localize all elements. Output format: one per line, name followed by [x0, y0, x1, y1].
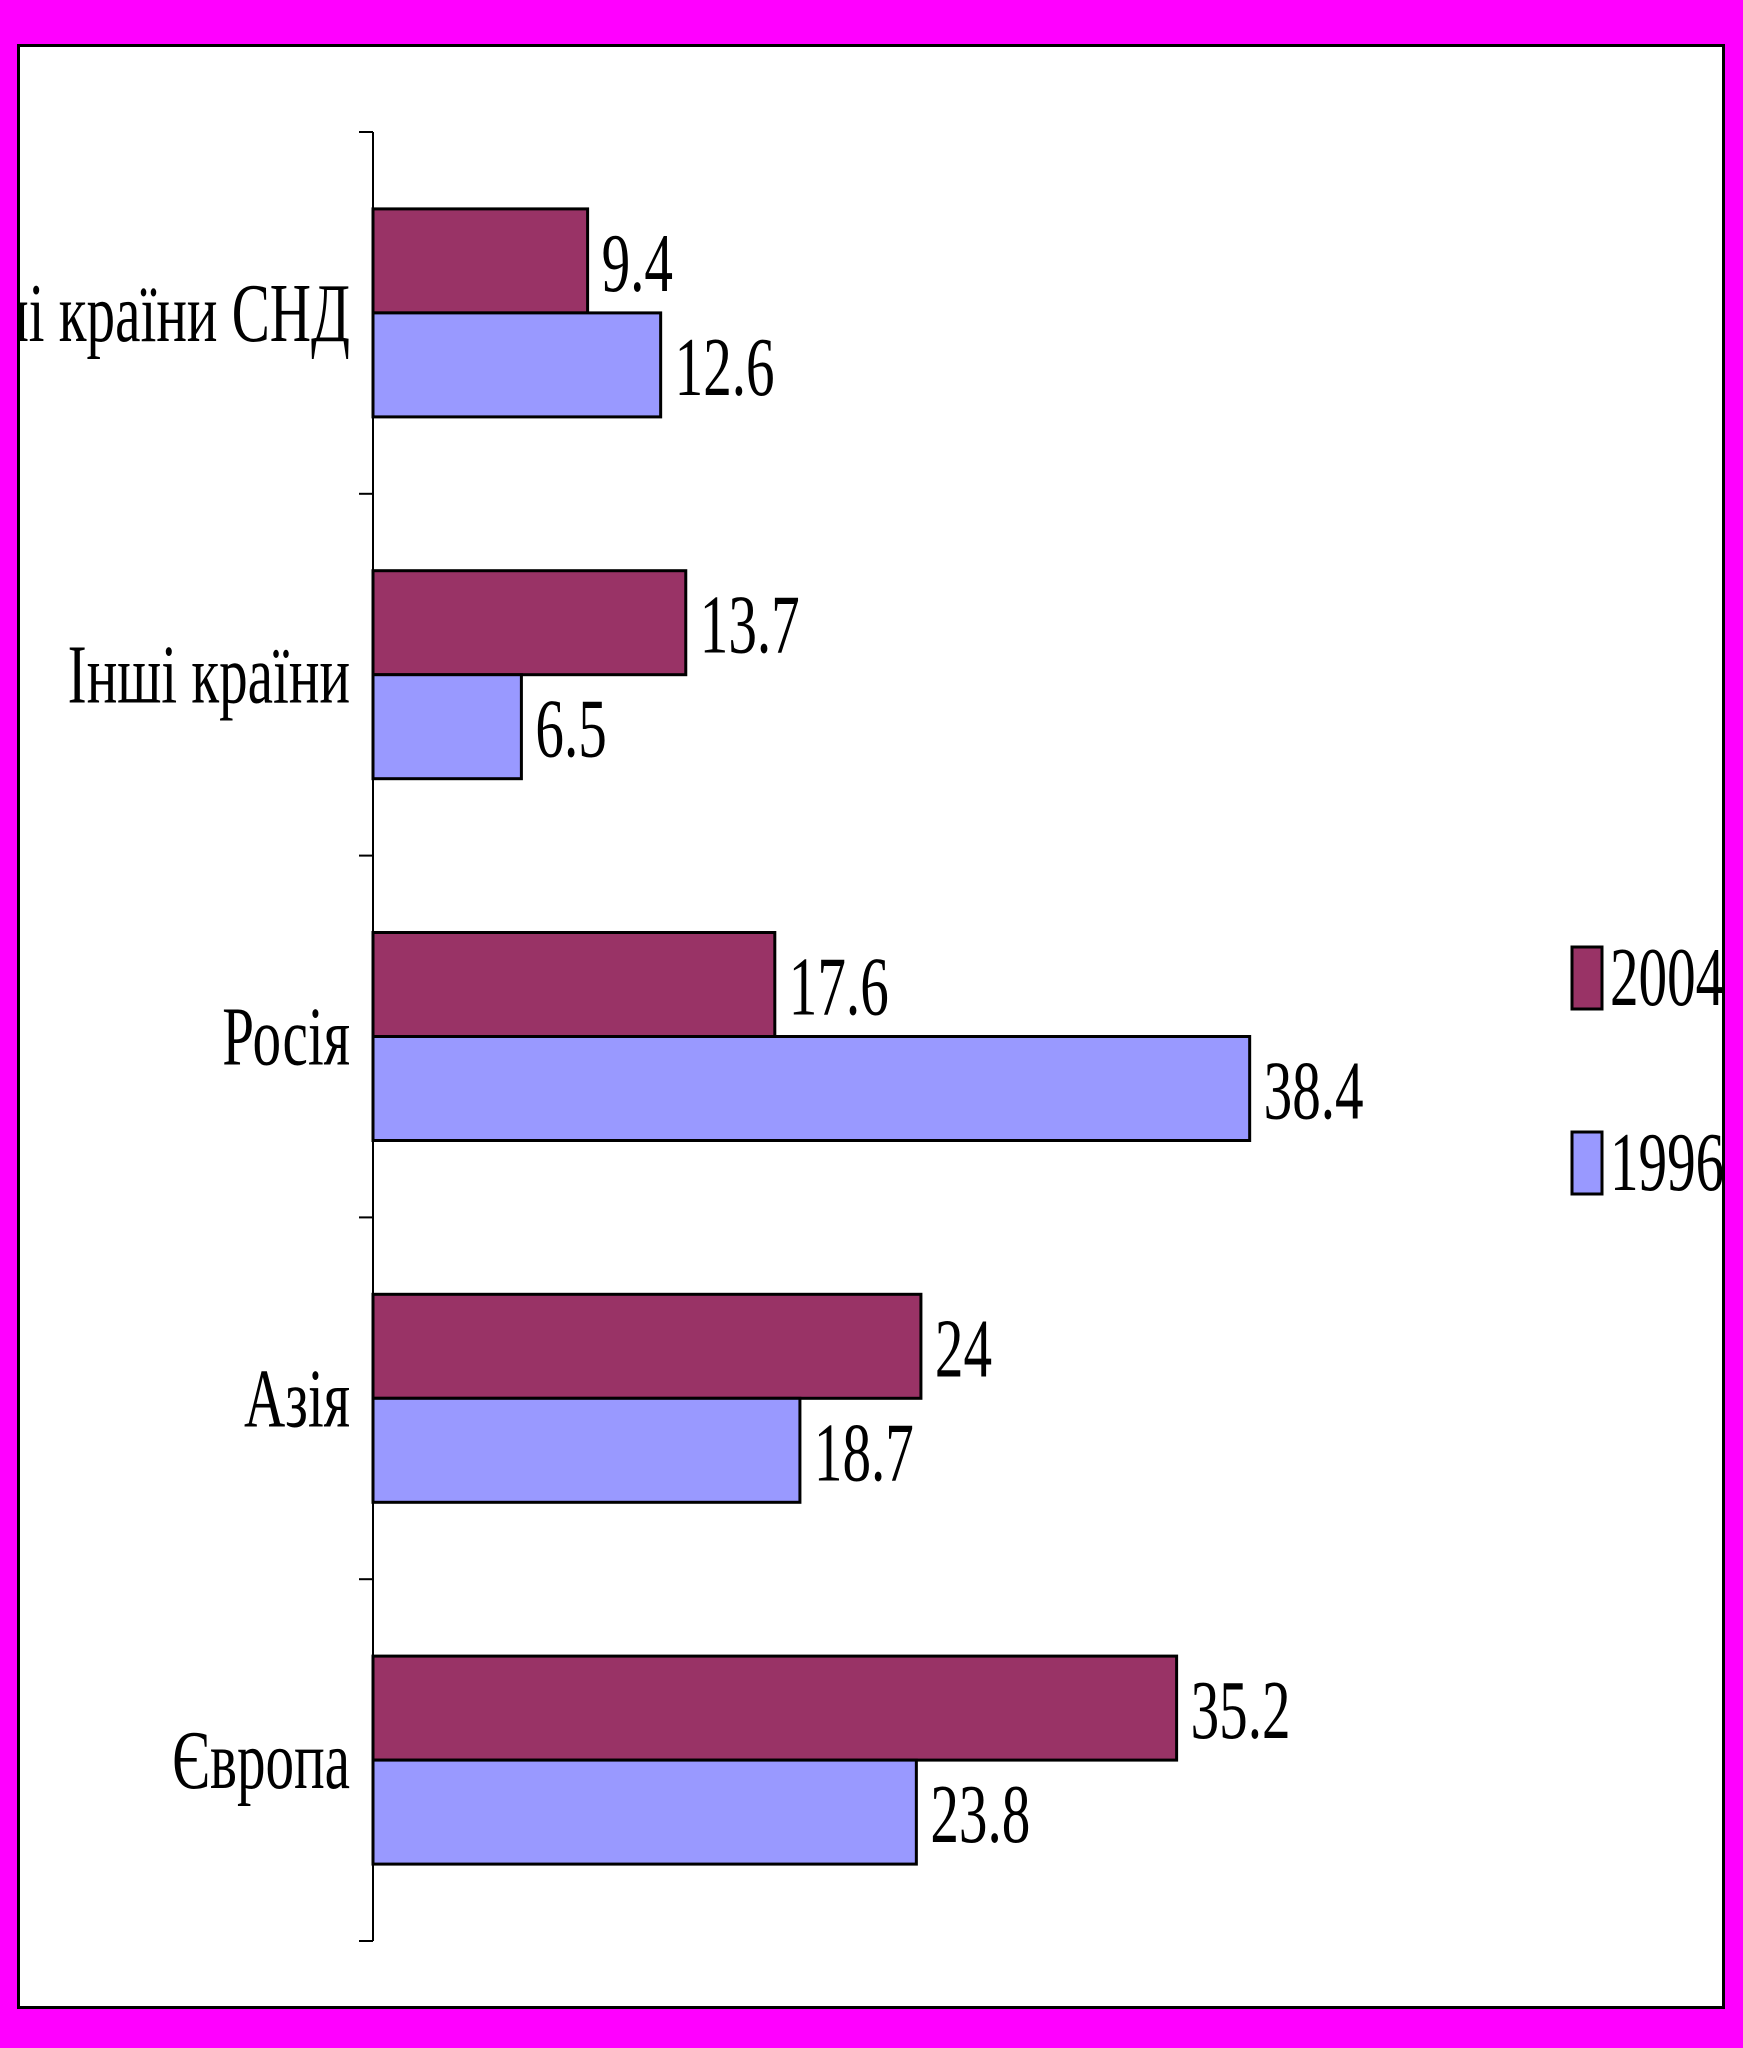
legend-swatch-1996: [1570, 1130, 1604, 1196]
data-label-2004: 24: [935, 1301, 992, 1395]
bar-2004: [371, 931, 777, 1038]
category-label: Росія: [222, 990, 350, 1084]
bar-1996: [371, 1758, 918, 1866]
bar-2004: [371, 207, 590, 315]
bar-1996: [371, 1396, 802, 1504]
data-label-1996: 18.7: [814, 1405, 914, 1499]
legend-label-2004: 2004: [1610, 930, 1722, 1024]
bar-2004: [371, 569, 688, 677]
category-label: Інші країни: [68, 628, 350, 722]
data-label-1996: 6.5: [535, 682, 606, 776]
bar-2004: [371, 1292, 923, 1400]
chart-frame: Інші країни СНД 9.412.6 Інші країни 13.7 6.5…: [17, 44, 1725, 2009]
bar-1996: [371, 1035, 1252, 1142]
data-label-2004: 17.6: [789, 940, 889, 1034]
bar-1996: [371, 673, 523, 781]
data-label-2004: 13.7: [700, 578, 800, 672]
data-label-2004: 9.4: [602, 216, 673, 310]
legend-label-1996: 1996: [1610, 1115, 1722, 1209]
bar-1996: [371, 311, 663, 419]
data-label-1996: 23.8: [930, 1767, 1030, 1861]
bar-chart: Інші країни СНД 9.412.6 Інші країни 13.7 6.5…: [20, 131, 1722, 1942]
data-label-1996: 38.4: [1264, 1044, 1364, 1138]
data-label-1996: 12.6: [675, 320, 775, 414]
category-label: Інші країни СНД: [20, 266, 350, 360]
bar-2004: [371, 1654, 1179, 1762]
category-label: Європа: [172, 1713, 350, 1807]
legend-swatch-2004: [1570, 945, 1604, 1011]
category-label: Азія: [244, 1351, 350, 1445]
data-label-2004: 35.2: [1191, 1663, 1291, 1757]
